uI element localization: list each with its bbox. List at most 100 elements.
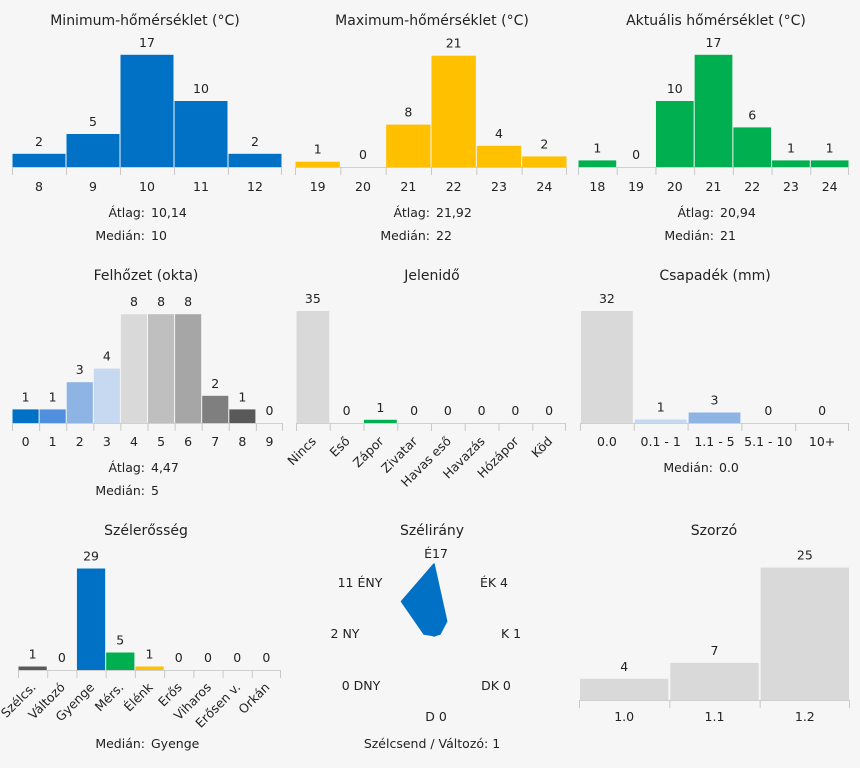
data-label: 0 <box>343 403 351 418</box>
bar-6 <box>175 314 202 423</box>
data-label: 1 <box>593 140 601 155</box>
bar-22 <box>431 55 476 168</box>
tick-label: 1.1 <box>705 709 725 724</box>
data-label: 0 <box>175 650 183 665</box>
bar-0 <box>12 409 39 423</box>
bar-0.0 <box>581 311 633 423</box>
tick-label: 5.1 - 10 <box>744 434 792 449</box>
data-label: 0 <box>818 403 826 418</box>
data-label: 4 <box>620 659 628 674</box>
data-label: 0 <box>58 650 66 665</box>
data-label: 1 <box>314 142 322 157</box>
tick-label: 21 <box>706 179 722 194</box>
data-label: 0 <box>359 147 367 162</box>
tick-label: Eső <box>327 434 353 460</box>
data-label: 0 <box>233 650 241 665</box>
data-label: 29 <box>83 549 99 564</box>
data-label: 0 <box>545 403 553 418</box>
data-label: 0 <box>764 403 772 418</box>
stat-value: 5 <box>151 483 159 498</box>
stat-label: Átlag: <box>108 205 145 220</box>
chart-title: Jelenidő <box>403 268 459 284</box>
tick-label: 0 <box>22 434 30 449</box>
tick-label: 3 <box>103 434 111 449</box>
data-label: 1 <box>146 647 154 662</box>
stat-value: 20,94 <box>720 205 756 220</box>
tick-label: 2 <box>76 434 84 449</box>
bar-2 <box>66 382 93 423</box>
data-label: 6 <box>748 107 756 122</box>
tick-label: 1.1 - 5 <box>694 434 734 449</box>
data-label: 32 <box>599 291 615 306</box>
bar-Szélcs. <box>18 666 47 670</box>
bar-8 <box>12 153 66 167</box>
data-label: 17 <box>139 35 155 50</box>
bar-0.1 - 1 <box>634 419 687 423</box>
data-label: 4 <box>495 126 503 141</box>
data-label: 0 <box>478 403 486 418</box>
tick-label: 0.1 - 1 <box>641 434 681 449</box>
tick-label: 8 <box>238 434 246 449</box>
bar-19 <box>295 161 340 167</box>
bar-23 <box>772 160 810 167</box>
chart-title: Csapadék (mm) <box>659 268 770 284</box>
stat-value: 21,92 <box>436 205 472 220</box>
data-label: 1 <box>826 140 834 155</box>
tick-label: 12 <box>247 179 263 194</box>
data-label: 0 <box>410 403 418 418</box>
stat-value: 10,14 <box>151 205 187 220</box>
tick-label: 1.0 <box>614 709 634 724</box>
stat-label: Átlag: <box>393 205 430 220</box>
bar-Gyenge <box>76 568 106 670</box>
tick-label: 19 <box>310 179 326 194</box>
bar-12 <box>228 153 282 167</box>
bar-Zápor <box>364 419 397 423</box>
bar-21 <box>694 54 733 167</box>
data-label: 3 <box>76 362 84 377</box>
tick-label: 24 <box>822 179 838 194</box>
tick-label: Orkán <box>235 680 272 717</box>
tick-label: 9 <box>89 179 97 194</box>
data-label: 21 <box>446 36 462 51</box>
direction-label-ény: 11 ÉNY <box>338 575 383 590</box>
direction-label-ék: ÉK 4 <box>480 575 508 590</box>
chart-title: Szélirány <box>400 523 464 539</box>
tick-label: Köd <box>528 434 555 461</box>
data-label: 0 <box>265 403 273 418</box>
stat-value: 4,47 <box>151 460 179 475</box>
stat-label: Medián: <box>663 460 713 475</box>
chart-wind-strength: Szélerősség1Szélcs.0Változó29Gyenge5Mérs… <box>0 523 281 751</box>
stat-label: Medián: <box>95 483 145 498</box>
tick-label: 22 <box>446 179 462 194</box>
chart-wind-direction: Szélirány É17 ÉK 4 K 1 DK 0 D 0 0 DNY 2 NY 11 ÉN… <box>331 523 522 751</box>
stat-value: 22 <box>436 228 452 243</box>
tick-label: Mérs. <box>92 680 127 715</box>
tick-label: 10+ <box>809 434 835 449</box>
data-label: 5 <box>116 633 124 648</box>
direction-label-dny: 0 DNY <box>342 678 381 693</box>
bar-8 <box>229 409 256 423</box>
bar-Mérs. <box>106 652 135 670</box>
chart-title: Szorzó <box>691 523 737 539</box>
stat-label: Medián: <box>95 736 145 751</box>
tick-label: 7 <box>211 434 219 449</box>
data-label: 35 <box>305 291 321 306</box>
bar-Élénk <box>135 666 164 670</box>
tick-label: 24 <box>536 179 552 194</box>
tick-label: 10 <box>139 179 155 194</box>
tick-label: 11 <box>193 179 209 194</box>
bar-1.0 <box>580 678 669 700</box>
chart-title: Szélerősség <box>104 523 188 539</box>
tick-label: 6 <box>184 434 192 449</box>
data-label: 2 <box>540 136 548 151</box>
data-label: 10 <box>193 81 209 96</box>
chart-title: Aktuális hőmérséklet (°C) <box>626 13 806 29</box>
direction-label-k: K 1 <box>501 626 521 641</box>
bar-24 <box>522 156 567 167</box>
tick-label: 18 <box>589 179 605 194</box>
data-label: 8 <box>404 105 412 120</box>
data-label: 1 <box>238 389 246 404</box>
stat-value: 0.0 <box>719 460 739 475</box>
chart-min-temp: Minimum-hőmérséklet (°C) 2 8 5 9 17 10 10 11 2 12 Á… <box>12 13 282 243</box>
